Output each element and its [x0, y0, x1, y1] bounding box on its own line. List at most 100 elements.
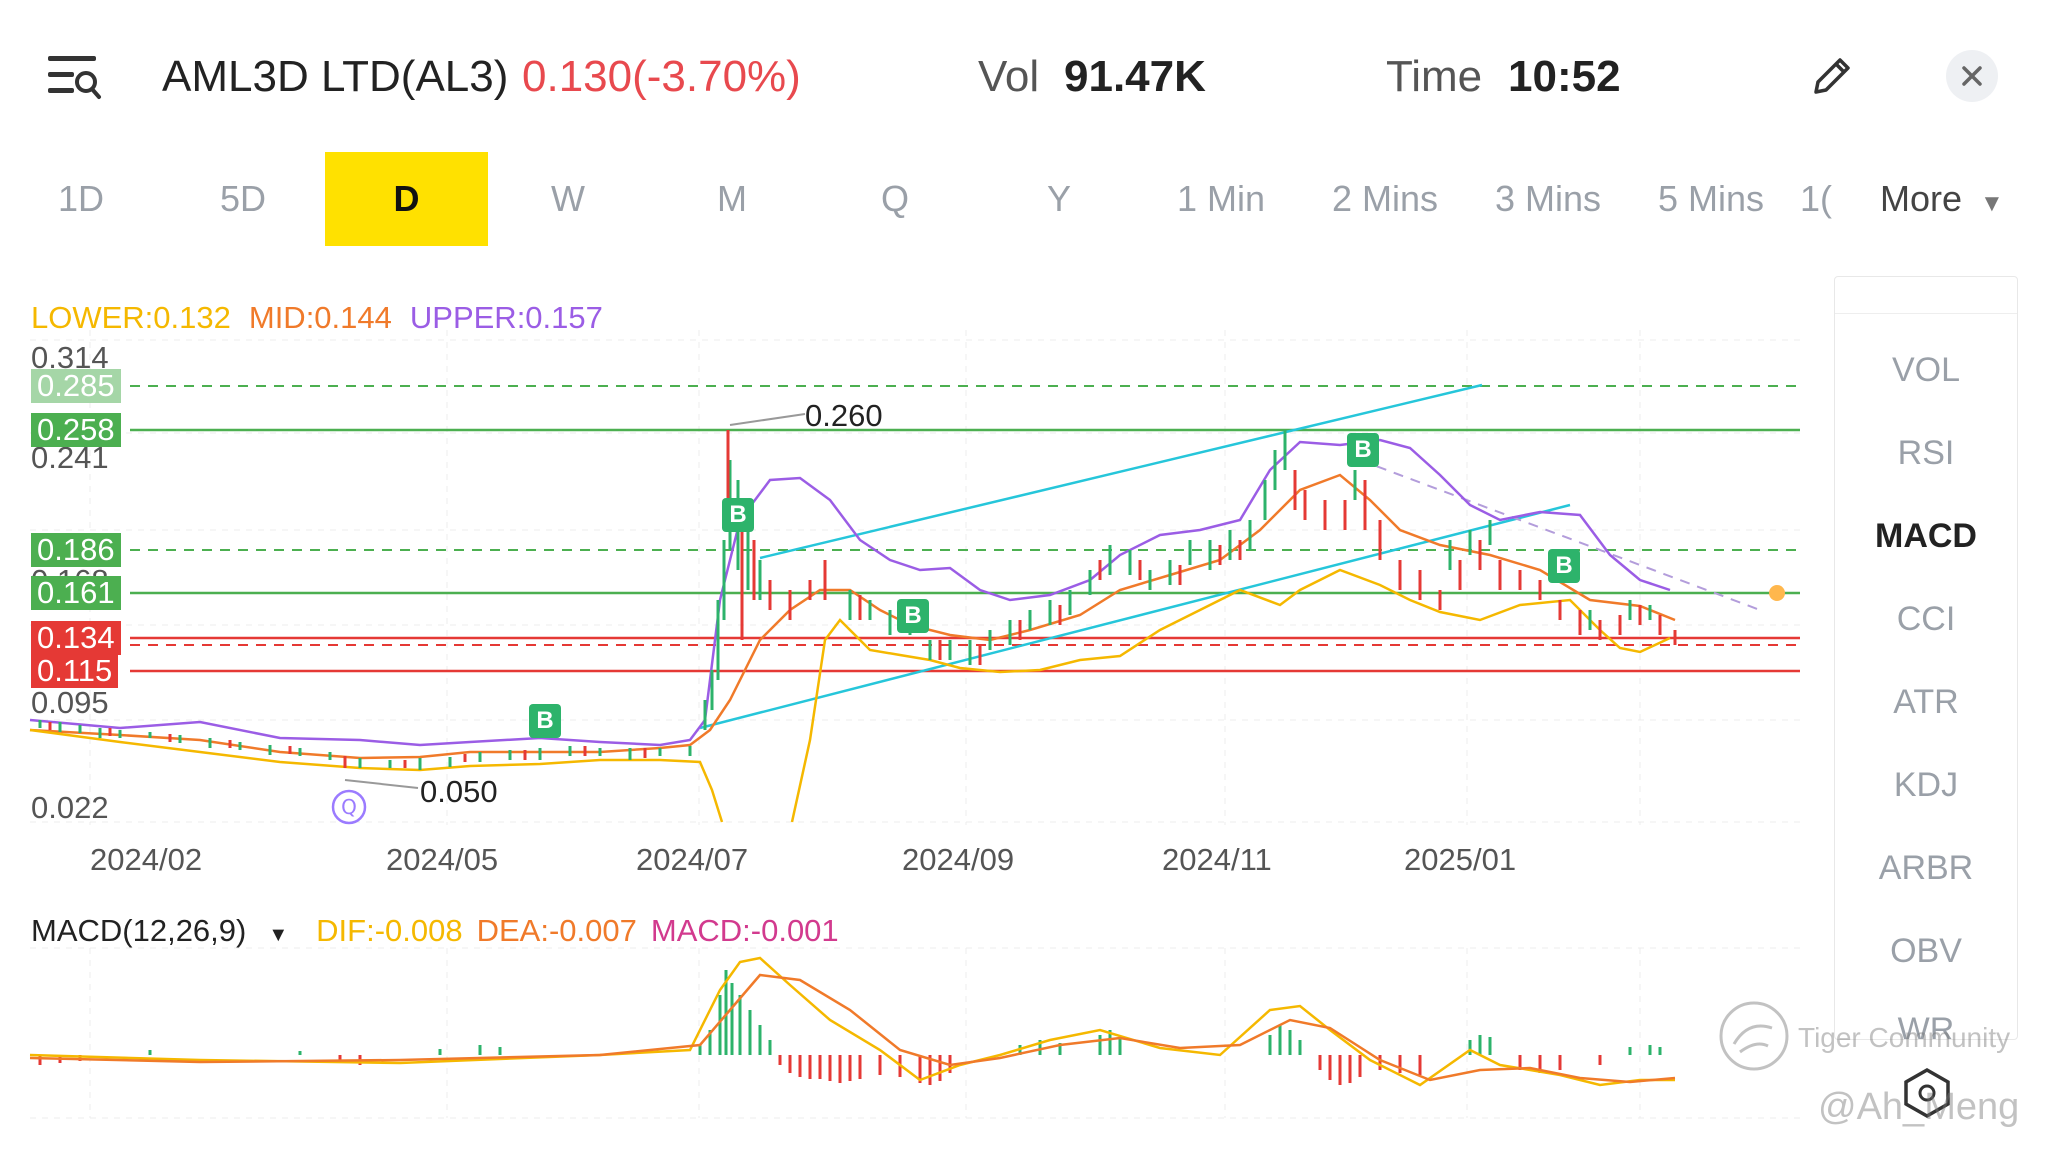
level-badge-green: 0.258: [31, 413, 121, 447]
indicator-cci[interactable]: CCI: [1896, 600, 1956, 638]
tab-2min[interactable]: 2 Mins: [1331, 178, 1439, 219]
date-axis-label: 2024/09: [902, 842, 1015, 877]
level-badge-red: 0.115: [31, 654, 119, 688]
current-price-dot: [1769, 585, 1785, 601]
indicator-kdj[interactable]: KDJ: [1893, 766, 1959, 804]
tab-1d[interactable]: 1D: [57, 178, 105, 219]
caret-down-icon: ▼: [268, 924, 289, 946]
boll-mid-line: [29, 473, 1676, 760]
level-badge-red: 0.134: [31, 621, 121, 655]
date-axis-label: 2024/11: [1162, 842, 1272, 877]
macd-hist-early-green: [148, 1045, 502, 1055]
panel-divider: [1835, 313, 2017, 314]
candles-early-red: [48, 722, 647, 768]
date-axis-label: 2024/05: [386, 842, 499, 877]
buy-marker[interactable]: B: [722, 498, 754, 532]
macd-histogram: [38, 970, 1662, 1085]
indicator-wr[interactable]: WR: [1897, 1011, 1955, 1039]
macd-hist-late-green: [1468, 1035, 1662, 1055]
candles-mid-red: [858, 470, 1677, 665]
stock-title: AML3D LTD(AL3): [162, 52, 509, 101]
time-value: 10:52: [1508, 52, 1621, 101]
tab-monthly[interactable]: M: [717, 178, 747, 219]
volume-value: 91.47K: [1064, 52, 1206, 101]
tab-quarterly[interactable]: Q: [880, 178, 909, 219]
macd-dif-line: [29, 956, 1675, 1087]
macd-settings-dropdown[interactable]: MACD(12,26,9) ▼: [31, 913, 302, 948]
volume-label: Vol: [978, 52, 1040, 101]
period-tabs: 1D 5D D W M Q Y 1 Min 2 Mins 3 Mins 5 Mi…: [0, 152, 1880, 246]
watermark-user: @Ah_Meng: [1818, 1086, 2020, 1128]
macd-dea-value: DEA:-0.007: [476, 913, 637, 948]
buy-marker[interactable]: B: [897, 599, 929, 633]
buy-marker[interactable]: B: [1347, 433, 1379, 467]
macd-hist-mid-green: [1018, 1025, 1302, 1055]
date-axis-label: 2024/02: [90, 842, 203, 877]
chart-header: AML3D LTD(AL3) 0.130(-3.70%) Vol 91.47K …: [0, 0, 2048, 150]
macd-hist-spike: [698, 970, 772, 1055]
watermark-brand: Tiger Community: [1798, 1022, 2011, 1053]
indicator-rsi[interactable]: RSI: [1897, 434, 1955, 472]
buy-marker[interactable]: B: [1548, 549, 1580, 583]
tab-3min[interactable]: 3 Mins: [1494, 178, 1602, 219]
indicator-macd[interactable]: MACD: [1875, 517, 1977, 555]
trend-line-lower: [699, 503, 1571, 730]
hexagon-icon[interactable]: [1900, 1066, 1954, 1120]
tab-daily[interactable]: D: [325, 152, 488, 246]
macd-value: MACD:-0.001: [650, 913, 839, 948]
macd-name: MACD(12,26,9): [31, 913, 247, 948]
trend-line-upper: [759, 383, 1483, 560]
indicator-obv[interactable]: OBV: [1890, 932, 1962, 970]
tab-5min[interactable]: 5 Mins: [1657, 178, 1765, 219]
tab-yearly[interactable]: Y: [1046, 178, 1071, 219]
time-label: Time: [1386, 52, 1483, 101]
boll-mid-value: MID:0.144: [248, 300, 392, 335]
macd-hist-late-neg: [1318, 1055, 1602, 1085]
high-price-annotation: 0.260: [805, 398, 883, 433]
more-label: More: [1880, 178, 1963, 219]
candles-early: [38, 720, 692, 770]
tab-5d[interactable]: 5D: [219, 178, 267, 219]
indicator-vol[interactable]: VOL: [1891, 351, 1961, 389]
tiger-logo-icon: [1719, 1001, 1789, 1071]
candlesticks: [38, 430, 1677, 770]
tab-10min-cut[interactable]: 1(: [1800, 178, 1833, 219]
level-badge-green: 0.161: [31, 576, 121, 610]
macd-legend: MACD(12,26,9) ▼ DIF:-0.008 DEA:-0.007 MACD:-…: [31, 913, 853, 949]
boll-lower-value: LOWER:0.132: [31, 300, 231, 335]
date-axis-label: 2025/01: [1404, 842, 1517, 877]
svg-text:Q: Q: [341, 795, 357, 819]
close-icon: [1962, 66, 1982, 86]
close-button[interactable]: [1946, 50, 1998, 102]
high-leader: [729, 413, 806, 426]
menu-search-icon[interactable]: [46, 52, 102, 102]
macd-hist-neg: [778, 1055, 952, 1085]
indicator-atr[interactable]: ATR: [1893, 683, 1959, 721]
candles-late-green: [1353, 470, 1652, 630]
tab-weekly[interactable]: W: [551, 178, 585, 219]
tab-1min[interactable]: 1 Min: [1176, 178, 1266, 219]
indicator-panel: VOL RSI MACD CCI ATR KDJ ARBR OBV WR: [1834, 276, 2018, 1040]
macd-dif-value: DIF:-0.008: [316, 913, 463, 948]
date-axis-label: 2024/07: [636, 842, 749, 877]
chart-grid: [30, 330, 1800, 1119]
more-dropdown[interactable]: More ▼: [1880, 152, 2004, 246]
candles-spike-red: [726, 430, 827, 640]
level-badge-green: 0.186: [31, 533, 121, 567]
low-price-annotation: 0.050: [420, 774, 498, 809]
indicator-arbr[interactable]: ARBR: [1878, 849, 1974, 887]
boll-lower-line: [29, 568, 1671, 823]
pencil-icon[interactable]: [1808, 52, 1856, 100]
low-leader: [344, 779, 419, 789]
price-axis-label: 0.022: [31, 790, 109, 825]
boll-legend: LOWER:0.132 MID:0.144 UPPER:0.157: [31, 300, 621, 336]
price-axis-label: 0.095: [31, 685, 109, 720]
chevron-down-icon: ▼: [1980, 190, 2004, 217]
level-badge-green: 0.285: [31, 369, 121, 403]
boll-upper-value: UPPER:0.157: [409, 300, 603, 335]
candles-mid: [848, 430, 1287, 665]
search-marker[interactable]: Q: [331, 789, 367, 825]
buy-marker[interactable]: B: [529, 704, 561, 738]
price-change: 0.130(-3.70%): [522, 52, 801, 101]
